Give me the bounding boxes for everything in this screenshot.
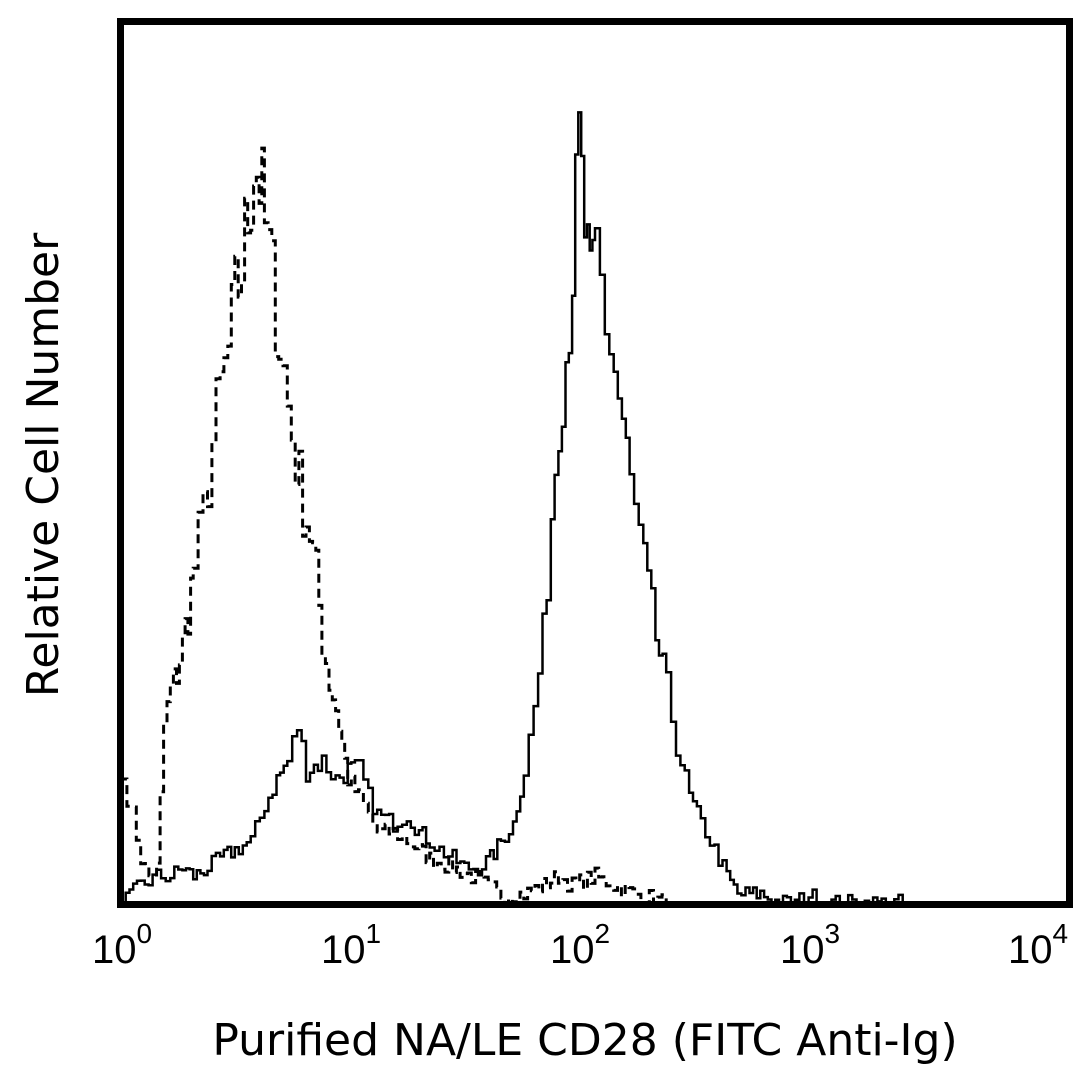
x-axis-tick-labels: 100 101 102 103 104 (92, 918, 1068, 972)
cd28-line (122, 111, 904, 905)
y-axis-title: Relative Cell Number (18, 232, 69, 697)
x-tick-label-4: 104 (1008, 918, 1068, 972)
x-tick-label-0: 100 (92, 918, 152, 972)
isotype-control-histogram (120, 146, 668, 905)
x-axis-title: Purified NA/LE CD28 (FITC Anti-Ig) (212, 1015, 957, 1066)
x-tick-label-1: 101 (321, 918, 381, 972)
x-tick-label-2: 102 (550, 918, 610, 972)
cd28-histogram (122, 111, 904, 905)
x-tick-label-3: 103 (780, 918, 840, 972)
plot-frame (117, 18, 1073, 908)
isotype-control-line (120, 146, 668, 905)
